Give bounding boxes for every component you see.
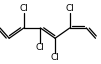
Text: Cl: Cl — [65, 4, 74, 13]
Text: Cl: Cl — [19, 4, 28, 13]
Text: Cl: Cl — [36, 43, 45, 52]
Text: Cl: Cl — [51, 53, 59, 62]
